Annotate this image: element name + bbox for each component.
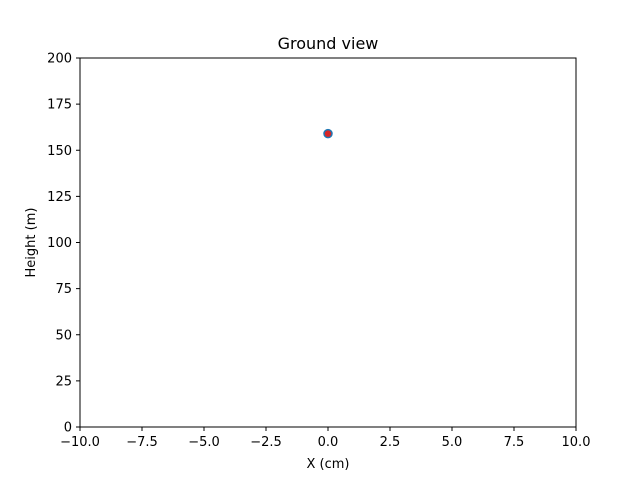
x-axis-label: X (cm) [307, 457, 350, 472]
chart-title: Ground view [278, 34, 379, 53]
data-points [323, 128, 333, 139]
y-tick-label: 100 [47, 236, 72, 251]
x-tick-label: −5.0 [188, 435, 220, 450]
y-tick-label: 0 [64, 421, 72, 436]
data-point [323, 128, 333, 139]
x-tick-label: 2.5 [380, 435, 401, 450]
y-tick-label: 175 [47, 98, 72, 113]
y-tick-label: 200 [47, 52, 72, 67]
y-axis: 0 25 50 75 100 125 150 175 200 [47, 52, 80, 436]
x-tick-label: 10.0 [562, 435, 591, 450]
x-tick-label: 0.0 [318, 435, 339, 450]
y-tick-label: 125 [47, 190, 72, 205]
x-tick-label: −10.0 [60, 435, 100, 450]
y-tick-label: 25 [55, 374, 72, 389]
x-tick-label: −2.5 [250, 435, 282, 450]
x-tick-label: −7.5 [126, 435, 158, 450]
x-tick-label: 5.0 [442, 435, 463, 450]
y-tick-label: 50 [55, 328, 72, 343]
y-tick-label: 150 [47, 144, 72, 159]
x-tick-label: 7.5 [504, 435, 525, 450]
y-axis-label: Height (m) [24, 208, 39, 278]
plot-area-frame [79, 57, 577, 428]
x-axis: −10.0 −7.5 −5.0 −2.5 0.0 2.5 5.0 7.5 10.0 [60, 427, 590, 450]
y-tick-label: 75 [55, 282, 72, 297]
